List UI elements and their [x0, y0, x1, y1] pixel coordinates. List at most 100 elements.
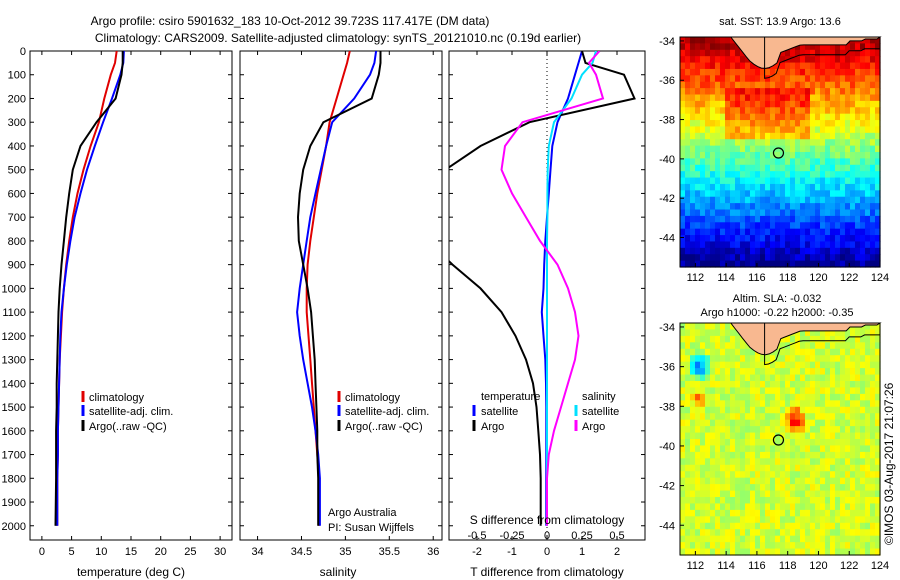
sst_map-cell	[775, 132, 781, 140]
sst_map-cell	[875, 171, 881, 179]
sst_map-cell	[795, 235, 801, 243]
sst_map-cell	[850, 49, 856, 57]
temperature-xtick-label: 10	[95, 546, 107, 558]
sla_map-cell	[750, 484, 756, 492]
sla_map-cell	[735, 458, 741, 466]
sst_map-cell	[805, 196, 811, 204]
sla_map-cell	[725, 432, 731, 440]
sla_map-cell	[730, 484, 736, 492]
sla_map-cell	[690, 342, 696, 350]
sla_map-cell	[705, 458, 711, 466]
sst_map-cell	[775, 164, 781, 172]
sla_map-cell	[715, 439, 721, 447]
sla_map-cell	[845, 329, 851, 337]
sst_map-cell	[770, 215, 776, 223]
sst_map-cell	[845, 132, 851, 140]
sst_map-cell	[770, 196, 776, 204]
sla_map-cell	[870, 503, 876, 511]
sst_map-cell	[795, 222, 801, 230]
sla_map-cell	[870, 451, 876, 459]
sst_map-cell	[835, 158, 841, 166]
sla_map-cell	[845, 497, 851, 505]
sst_map-cell	[715, 228, 721, 236]
sst_map-cell	[750, 152, 756, 159]
sla_map-cell	[830, 490, 836, 498]
sst_map-cell	[850, 241, 856, 249]
sst_map-cell	[795, 190, 801, 198]
sal-diff-tick-label: -0.25	[499, 530, 524, 542]
sst_map-cell	[795, 94, 801, 102]
sst_map-cell	[855, 209, 861, 217]
sst_map-cell	[850, 164, 856, 172]
sst_map-cell	[825, 120, 831, 128]
sla_map-cell	[810, 471, 816, 479]
sst_map-cell	[705, 158, 711, 166]
sst_map-cell	[840, 88, 846, 96]
sla_map-cell	[830, 406, 836, 414]
sla_map-cell	[800, 484, 806, 492]
sst_map-cell	[805, 203, 811, 211]
imos-watermark: ©IMOS 03-Aug-2017 21:07:26	[882, 382, 896, 545]
sla_map-cell	[680, 464, 686, 472]
sst_map-cell	[760, 94, 766, 102]
sla_map-cell	[840, 419, 846, 427]
sst_map-cell	[850, 139, 856, 147]
sla_map-cell	[865, 516, 871, 524]
sla_map-cell	[720, 548, 726, 556]
sst_map-cell	[825, 94, 831, 102]
sst_map-cell	[690, 100, 696, 108]
sst_map-cell	[725, 49, 731, 57]
sst_map-cell	[835, 43, 841, 51]
sst_map-cell	[810, 254, 816, 262]
sla_map-cell	[815, 451, 821, 459]
sla_map-cell	[825, 522, 831, 530]
sst_map-cell	[710, 235, 716, 243]
sla_map-cell	[750, 458, 756, 466]
sst_map-cell	[755, 254, 761, 262]
sst_map-cell	[815, 145, 821, 153]
sla_map-cell	[855, 374, 861, 382]
sla_map-isobath	[764, 323, 880, 366]
sla_map-cell	[770, 516, 776, 524]
sst_map-cell	[760, 164, 766, 172]
sla_map-cell	[690, 381, 696, 389]
sla_map-cell	[725, 329, 731, 337]
sla_map-cell	[855, 342, 861, 350]
sla_map-cell	[715, 329, 721, 337]
sla_map-cell	[835, 490, 841, 498]
sst_map-cell	[700, 177, 706, 185]
sst_map-cell	[710, 228, 716, 236]
sla_map-cell	[755, 393, 761, 401]
sla_map-cell	[760, 471, 766, 479]
sst_map-cell	[835, 209, 841, 217]
sst_map-cell	[780, 196, 786, 204]
sla_map-cell	[770, 439, 776, 447]
sst_map-cell	[835, 49, 841, 57]
sla_map-cell	[780, 497, 786, 505]
sla_map-cell	[820, 374, 826, 382]
sla_map-cell	[805, 329, 811, 337]
sst_map-cell	[760, 196, 766, 204]
sla_map-cell	[735, 361, 741, 369]
sst_map-cell	[860, 260, 866, 268]
sst_map-cell	[690, 145, 696, 153]
sla_map-cell	[765, 516, 771, 524]
sla_map-cell	[845, 471, 851, 479]
sst_map-cell	[815, 56, 821, 64]
sst_map-cell	[720, 68, 726, 76]
sla_map-cell	[765, 535, 771, 543]
sla_map-cell	[805, 490, 811, 498]
sla_map-cell	[730, 458, 736, 466]
sst_map-cell	[785, 126, 791, 134]
sst_map-cell	[830, 68, 836, 76]
sla_map-cell	[735, 335, 741, 343]
sla_map-cell	[865, 548, 871, 556]
sst_map-cell	[800, 43, 806, 51]
sst_map-cell	[745, 177, 751, 185]
sla_map-cell	[800, 329, 806, 337]
sla_map-cell	[795, 368, 801, 376]
sla_map-cell	[685, 323, 691, 331]
sla_map-cell	[860, 477, 866, 485]
sla_map-cell	[735, 342, 741, 350]
sst_map-cell	[730, 75, 736, 83]
